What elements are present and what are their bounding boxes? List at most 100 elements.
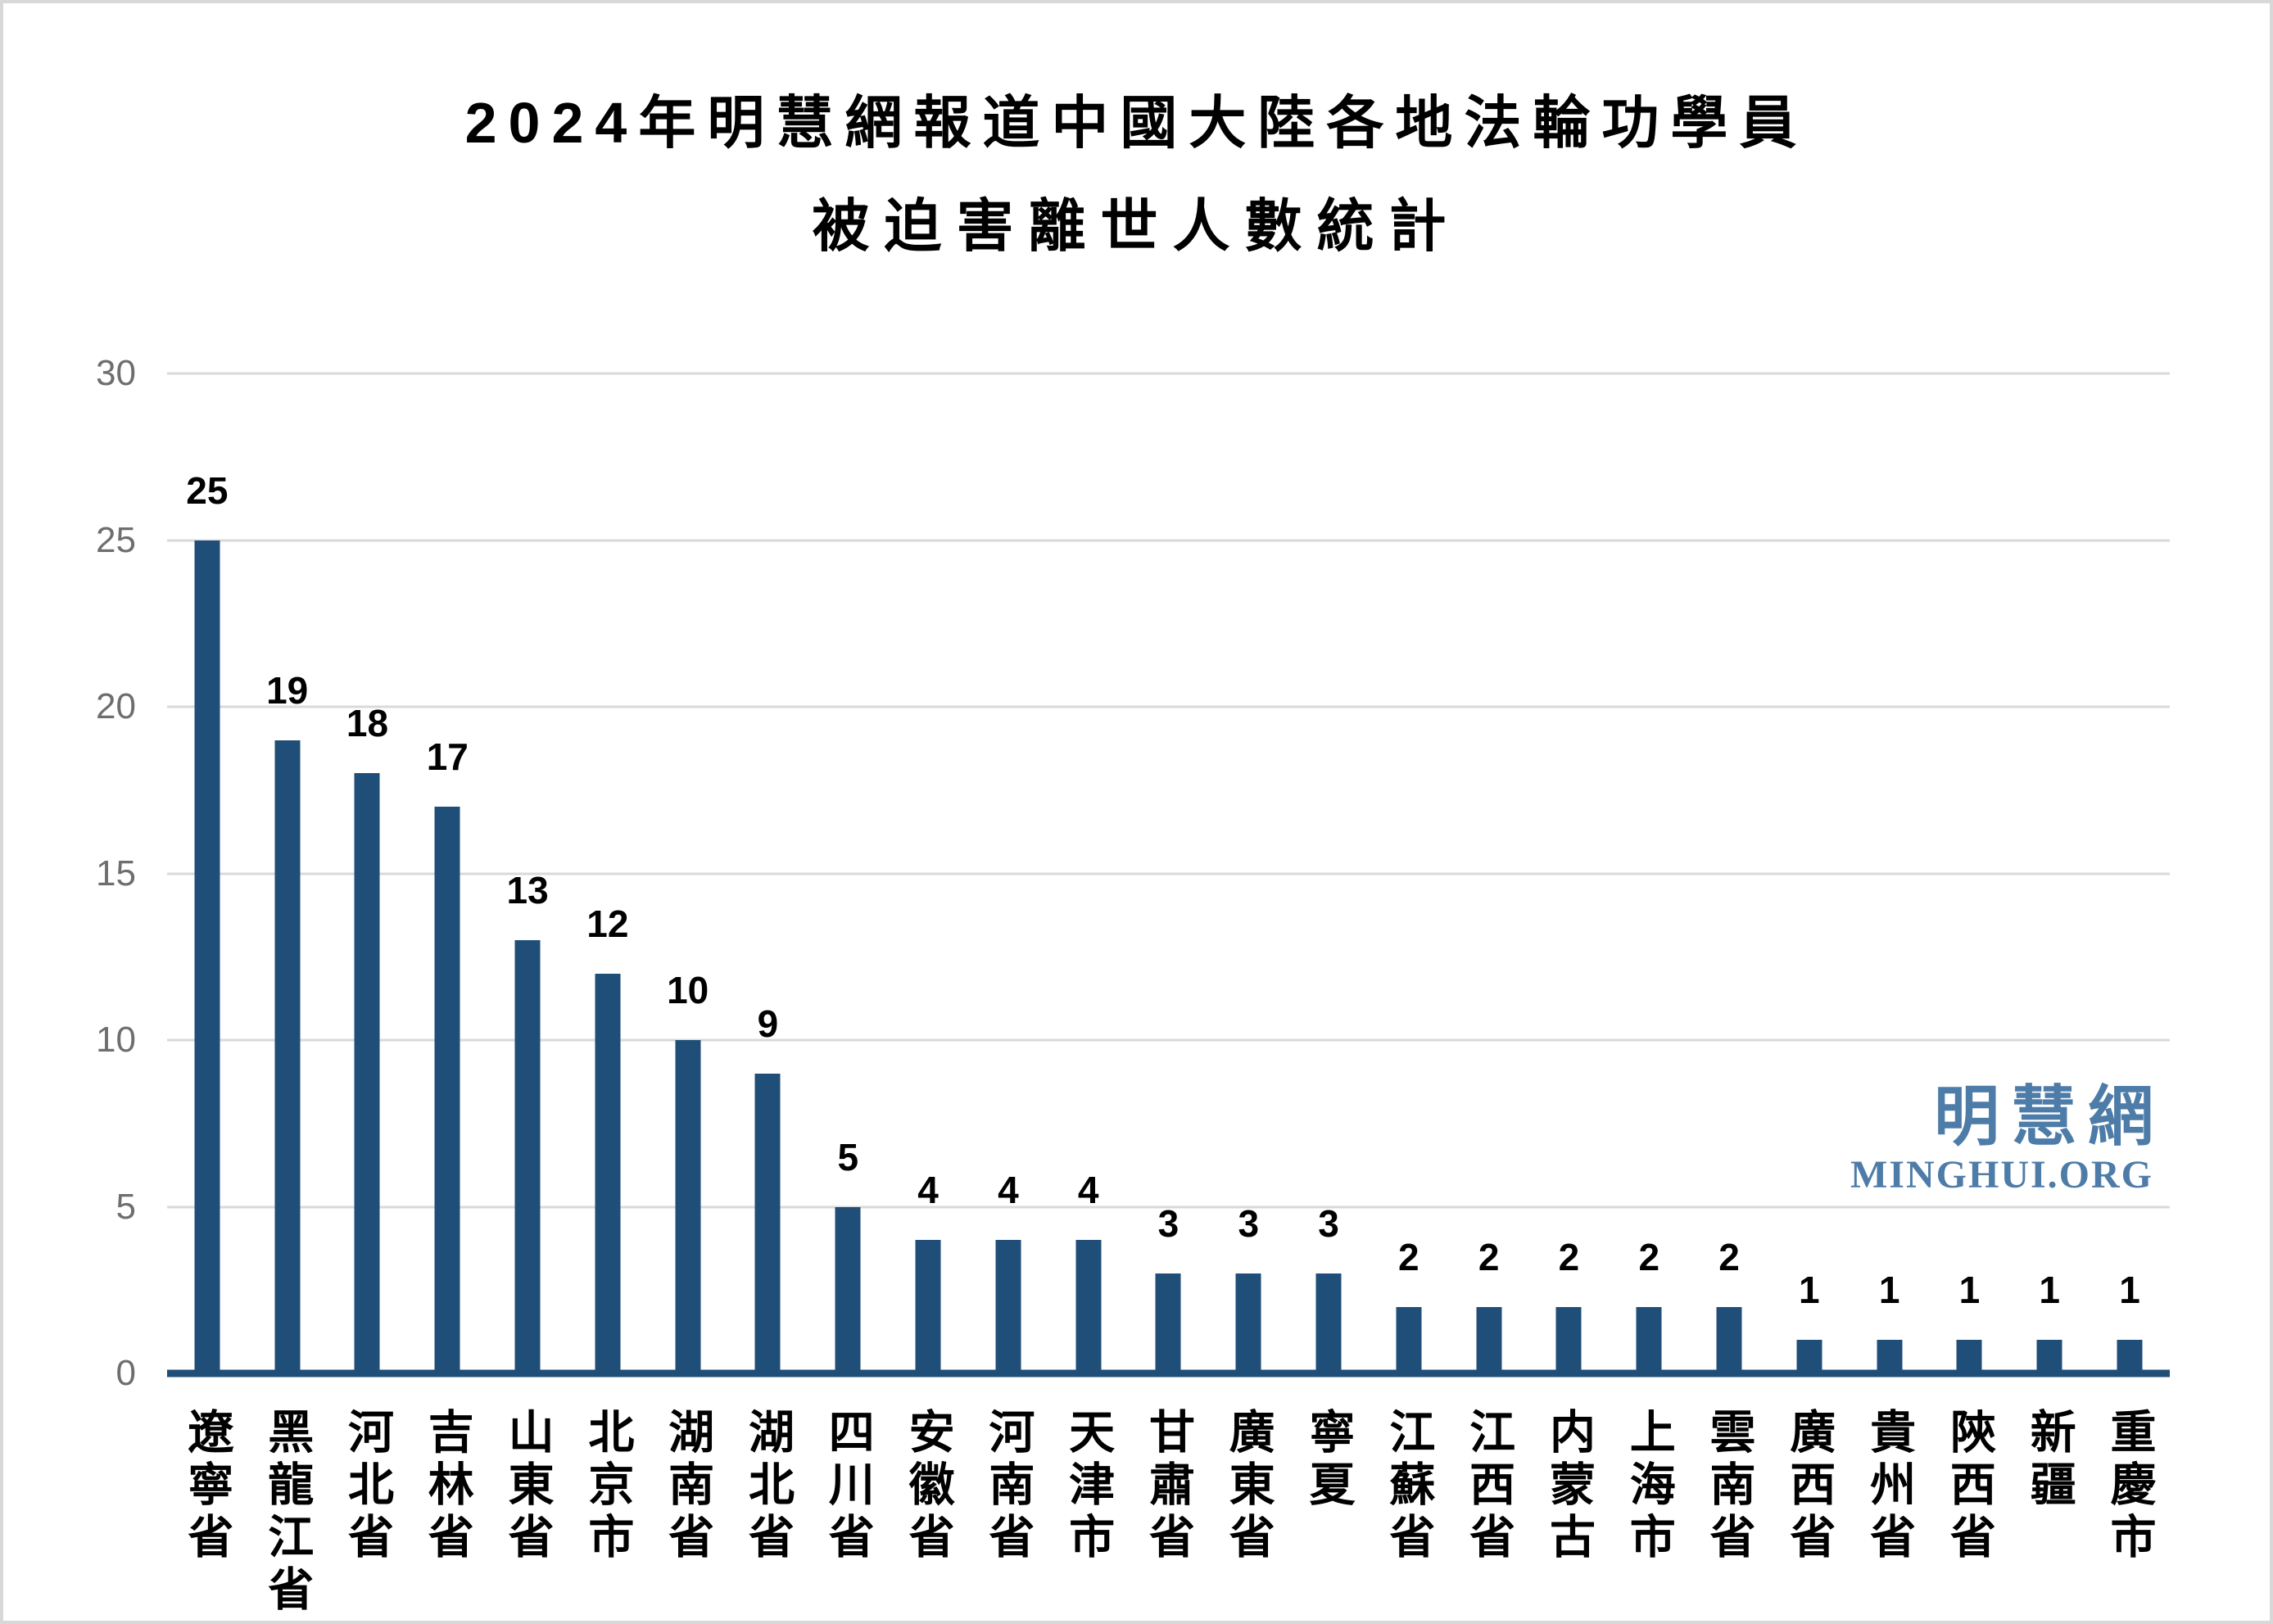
bar-value-label: 2	[1478, 1235, 1500, 1278]
bar	[1476, 1306, 1502, 1373]
bar-slot: 2 内蒙古	[1529, 373, 1610, 1565]
x-axis-category-label: 廣西省	[1783, 1408, 1836, 1565]
bar-value-label: 2	[1558, 1235, 1580, 1278]
x-axis-baseline	[167, 1369, 2170, 1377]
x-axis-category-label: 貴州省	[1863, 1408, 1916, 1565]
bar	[1956, 1340, 1982, 1373]
bar-slot: 1 貴州省	[1850, 373, 1930, 1565]
bar-value-label: 3	[1238, 1201, 1260, 1245]
bar	[1315, 1273, 1342, 1373]
bar-slot: 1 廣西省	[1769, 373, 1850, 1565]
x-axis-category-label: 新疆	[2024, 1408, 2076, 1513]
x-axis-category-label: 江蘇省	[1383, 1408, 1435, 1565]
bar-slot: 3 寧夏	[1288, 373, 1369, 1513]
bar-value-label: 5	[837, 1135, 859, 1178]
x-axis-category-label: 黑龍江省	[261, 1408, 314, 1617]
bar-slot: 12 北京市	[568, 373, 648, 1565]
y-tick-label-10: 10	[96, 1020, 136, 1060]
bar-value-label: 19	[266, 668, 309, 712]
bar-slot: 4 天津市	[1048, 373, 1129, 1565]
bar-slot: 19 黑龍江省	[247, 373, 328, 1617]
watermark-minghui-cjk: 明慧網	[1934, 1080, 2165, 1153]
x-axis-category-label: 北京市	[582, 1408, 634, 1565]
x-axis-category-label: 吉林省	[422, 1408, 474, 1565]
bar-slot: 25 遼寧省	[167, 373, 247, 1566]
chart-title: 2024年明慧網報道中國大陸各地法輪功學員 被迫害離世人數統計	[3, 82, 2270, 267]
bar-value-label: 2	[1398, 1235, 1419, 1278]
bar-value-label: 1	[1799, 1269, 1820, 1312]
bar-slot: 2 雲南省	[1689, 373, 1769, 1565]
y-tick-label-30: 30	[96, 353, 136, 393]
x-axis-category-label: 四川省	[822, 1408, 875, 1565]
chart-title-line1: 2024年明慧網報道中國大陸各地法輪功學員	[464, 91, 1809, 155]
x-axis-category-label: 湖南省	[662, 1408, 714, 1565]
bar	[434, 807, 460, 1373]
x-axis-category-label: 安徽省	[903, 1408, 955, 1565]
watermark-minghui-url: MINGHUI.ORG	[1850, 1153, 2153, 1197]
x-axis-category-label: 上海市	[1623, 1408, 1676, 1565]
x-axis-category-label: 雲南省	[1704, 1408, 1756, 1565]
bar-slot: 1 陝西省	[1930, 373, 2010, 1565]
bar-value-label: 1	[2119, 1269, 2140, 1312]
bar-value-label: 3	[1318, 1201, 1339, 1245]
bar	[514, 939, 541, 1373]
x-axis-category-label: 江西省	[1463, 1408, 1515, 1565]
x-axis-category-label: 遼寧省	[181, 1408, 233, 1565]
bar	[1716, 1306, 1742, 1373]
bar-slot: 4 河南省	[968, 373, 1048, 1565]
chart-title-line2: 被迫害離世人數統計	[812, 194, 1461, 258]
bar-slot: 17 吉林省	[407, 373, 487, 1565]
gridline-20	[167, 705, 2170, 708]
bar-value-label: 4	[998, 1169, 1019, 1212]
bars-row: 25 遼寧省 19 黑龍江省 18 河北省 17 吉林省 13 山東省 12 北京市 10 湖南省 9 湖北省…	[167, 373, 2170, 1618]
bar	[675, 1040, 701, 1373]
y-tick-label-0: 0	[115, 1353, 136, 1393]
bar-value-label: 1	[1958, 1269, 1981, 1312]
bar-slot: 5 四川省	[808, 373, 888, 1565]
bar-slot: 2 上海市	[1609, 373, 1689, 1565]
bar-value-label: 13	[506, 868, 549, 912]
gridline-10	[167, 1038, 2170, 1042]
bar-value-label: 4	[917, 1169, 939, 1212]
bar-value-label: 17	[426, 735, 469, 779]
bar	[995, 1240, 1021, 1373]
gridline-25	[167, 539, 2170, 541]
bar-value-label: 25	[186, 468, 229, 512]
bar-slot: 3 廣東省	[1208, 373, 1288, 1565]
bar-value-label: 12	[586, 902, 629, 945]
bar	[1636, 1306, 1662, 1373]
bar	[1877, 1340, 1903, 1373]
y-tick-label-5: 5	[115, 1186, 136, 1227]
bar-slot: 18 河北省	[328, 373, 408, 1565]
bar-value-label: 9	[757, 1002, 779, 1045]
plot-area: 25 遼寧省 19 黑龍江省 18 河北省 17 吉林省 13 山東省 12 北京市 10 湖南省 9 湖北省…	[167, 372, 2170, 1618]
y-tick-label-25: 25	[96, 519, 136, 560]
bar-slot: 10 湖南省	[648, 373, 728, 1565]
bar-value-label: 18	[346, 702, 389, 745]
x-axis-category-label: 湖北省	[742, 1408, 795, 1565]
bar	[754, 1073, 781, 1373]
bar-slot: 1 重慶市	[2090, 373, 2170, 1565]
bar	[595, 973, 621, 1373]
bar-value-label: 1	[1878, 1269, 1900, 1312]
bar	[354, 773, 380, 1373]
bar-slot: 2 江蘇省	[1369, 373, 1449, 1565]
x-axis-category-label: 廣東省	[1223, 1408, 1275, 1565]
x-axis-category-label: 甘肅省	[1143, 1408, 1195, 1565]
x-axis-category-label: 天津市	[1062, 1408, 1115, 1565]
bar	[915, 1240, 941, 1373]
bar-value-label: 2	[1638, 1235, 1660, 1278]
watermark: 明慧網 MINGHUI.ORG	[1850, 1083, 2153, 1196]
y-axis-labels: 30 25 20 15 10 5 0	[3, 355, 136, 1391]
bar	[1155, 1273, 1181, 1373]
x-axis-category-label: 内蒙古	[1543, 1408, 1596, 1565]
x-axis-category-label: 寧夏	[1303, 1408, 1356, 1513]
bar	[2036, 1340, 2062, 1373]
bar	[1235, 1273, 1261, 1373]
gridline-15	[167, 872, 2170, 875]
bar-slot: 1 新疆	[2009, 373, 2090, 1513]
bar-value-label: 1	[2039, 1269, 2061, 1312]
bar	[2117, 1340, 2143, 1373]
bar	[835, 1206, 861, 1373]
